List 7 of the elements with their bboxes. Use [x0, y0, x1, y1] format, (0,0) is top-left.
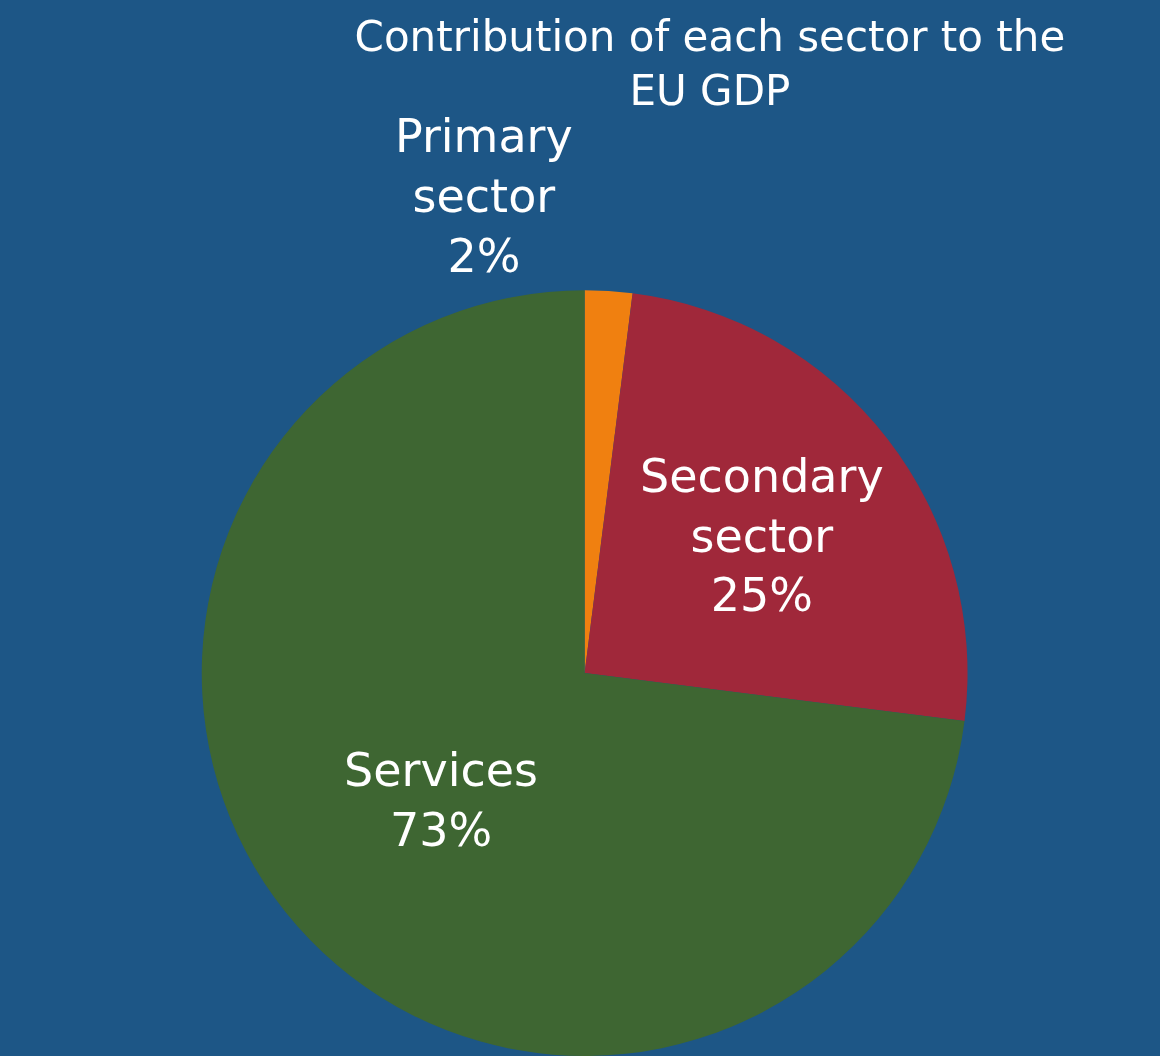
data-label: 2%	[447, 228, 521, 283]
pie-slice	[202, 290, 965, 1056]
data-label: 25%	[710, 568, 813, 623]
pie-slice	[584, 293, 968, 722]
data-label: 73%	[389, 802, 493, 857]
slice-label: Secondary sector	[640, 448, 884, 563]
slice-label: Services	[344, 742, 539, 797]
